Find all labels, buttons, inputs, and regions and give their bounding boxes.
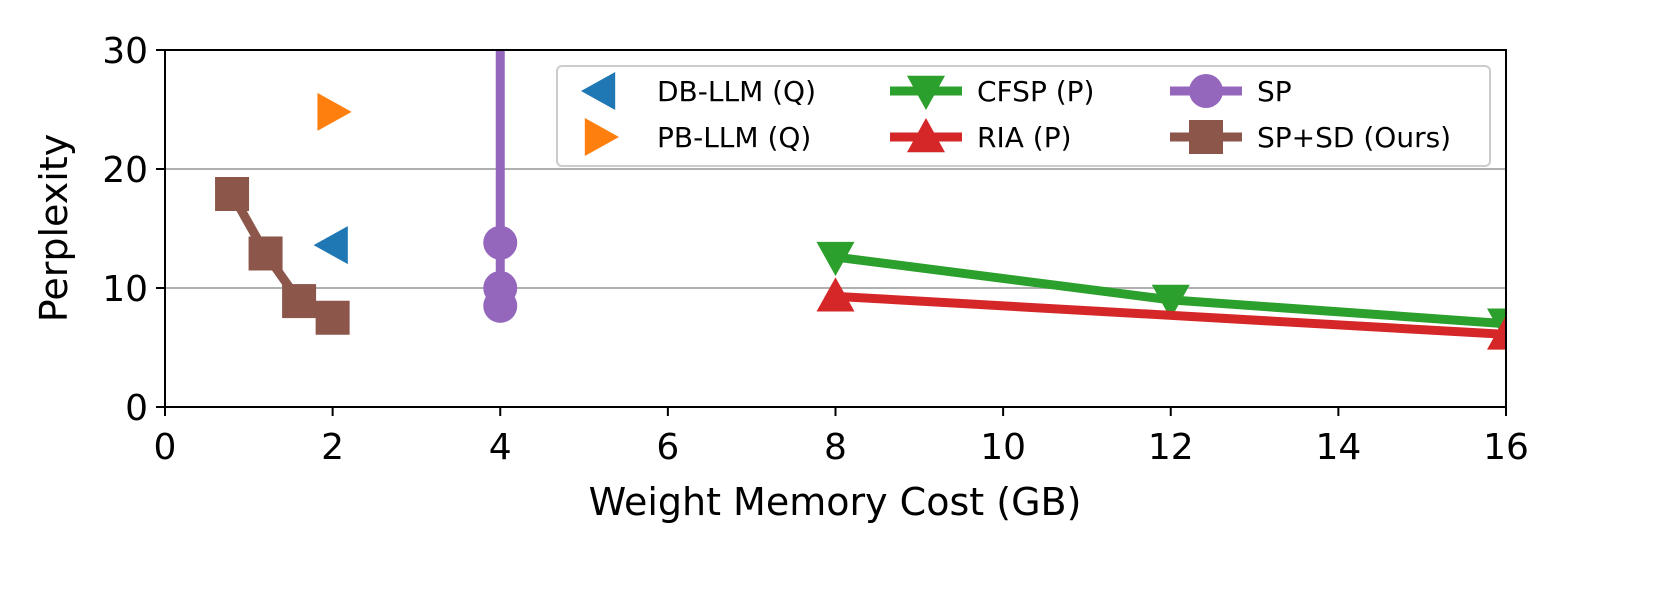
legend-item-pb-llm-q: PB-LLM (Q): [584, 118, 811, 156]
series-pb-llm-q: [317, 92, 352, 131]
legend-label-sp: SP: [1257, 75, 1292, 108]
x-tick-label: 8: [824, 427, 847, 468]
legend-label-sp-sd-ours: SP+SD (Ours): [1257, 121, 1451, 154]
legend-marker-ria-p: [907, 118, 945, 153]
legend-label-cfsp-p: CFSP (P): [977, 75, 1094, 108]
legend-item-db-llm-q: DB-LLM (Q): [581, 72, 816, 110]
db-llm-q-point: [313, 226, 348, 265]
x-tick-label: 16: [1483, 427, 1529, 468]
x-tick-label: 12: [1148, 427, 1194, 468]
x-tick-label: 6: [656, 427, 679, 468]
x-tick-label: 0: [154, 427, 177, 468]
legend: DB-LLM (Q) PB-LLM (Q) CFSP (P) RIA (P) SP SP+…: [556, 65, 1491, 167]
x-tick-label: 2: [321, 427, 344, 468]
legend-marker-sp-sd-ours: [1189, 120, 1223, 154]
legend-item-cfsp-p: CFSP (P): [890, 75, 1094, 110]
legend-label-db-llm-q: DB-LLM (Q): [657, 75, 816, 108]
cfsp-p-point: [816, 241, 855, 277]
sp-sd-ours-point: [248, 236, 283, 271]
series-ria-p: [816, 277, 1506, 350]
sp-sd-ours-point: [215, 176, 250, 211]
y-tick-label: 10: [102, 269, 148, 310]
legend-marker-db-llm-q: [581, 72, 616, 110]
legend-item-ria-p: RIA (P): [890, 118, 1072, 154]
legend-frame: [556, 65, 1491, 167]
x-tick-label: 10: [980, 427, 1026, 468]
cfsp-p-point: [1151, 284, 1190, 319]
y-tick-label: 0: [125, 388, 148, 429]
ria-p-point: [816, 277, 855, 312]
legend-item-sp-sd-ours: SP+SD (Ours): [1170, 120, 1451, 154]
legend-marker-cfsp-p: [907, 75, 945, 110]
x-axis-title: Weight Memory Cost (GB): [589, 480, 1082, 524]
y-axis-title: Perplexity: [32, 134, 76, 322]
x-tick-label: 4: [489, 427, 512, 468]
series-cfsp-p: [816, 241, 1506, 343]
cfsp-p-point: [1487, 308, 1506, 343]
x-tick-label: 14: [1315, 427, 1361, 468]
pb-llm-q-point: [317, 92, 352, 131]
legend-marker-sp: [1189, 74, 1223, 108]
legend-item-sp: SP: [1170, 74, 1292, 108]
sp-sd-ours-point: [315, 300, 350, 335]
sp-point: [483, 288, 518, 323]
sp-point: [483, 225, 518, 260]
y-tick-label: 20: [102, 150, 148, 191]
series-sp: [483, 50, 518, 323]
axis-ticks: 0 2 4 6 8 10 12 14 16 0 10 20 30: [102, 31, 1529, 468]
plot-series: [215, 50, 1506, 350]
series-db-llm-q: [313, 226, 348, 265]
y-tick-label: 30: [102, 31, 148, 72]
sp-sd-ours-point: [282, 284, 317, 319]
ria-p-line: [835, 291, 1506, 339]
series-sp-sd-ours: [215, 176, 350, 335]
legend-label-pb-llm-q: PB-LLM (Q): [657, 121, 811, 154]
legend-marker-pb-llm-q: [584, 118, 619, 156]
ria-p-point: [1487, 315, 1506, 350]
legend-label-ria-p: RIA (P): [977, 121, 1072, 154]
